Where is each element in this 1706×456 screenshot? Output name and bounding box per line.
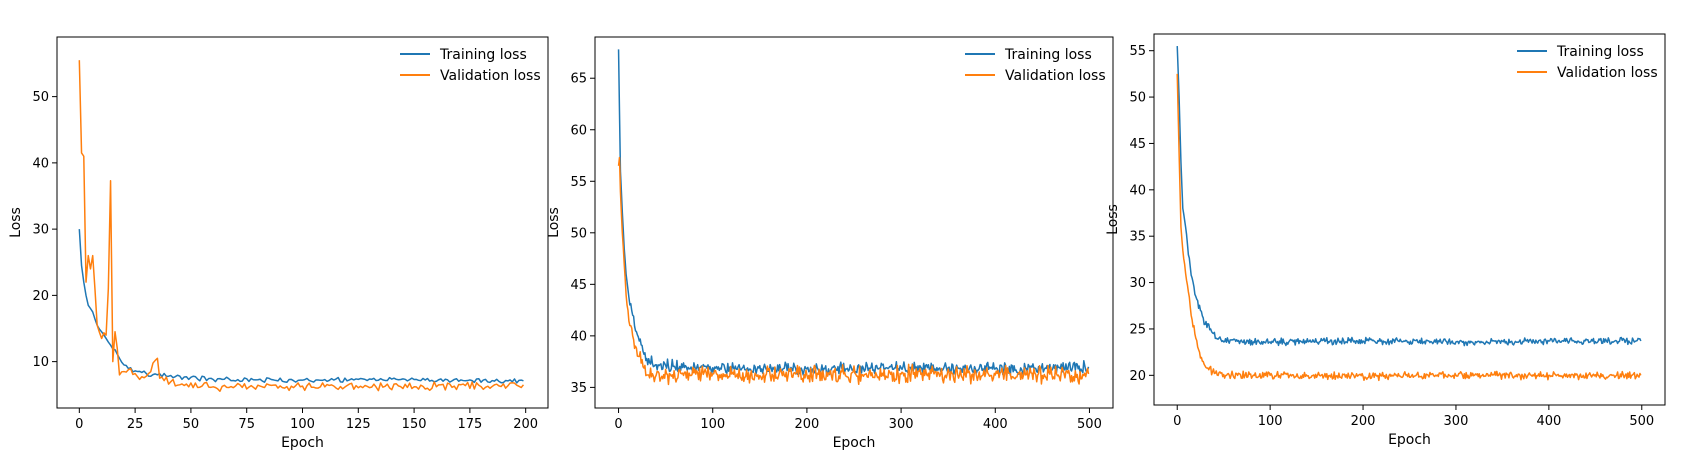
- x-axis-label: Epoch: [1388, 432, 1431, 448]
- y-tick-label: 20: [32, 289, 49, 304]
- series-line-validation: [1176, 73, 1642, 382]
- y-axis-label: Loss: [546, 207, 562, 238]
- x-tick-label: 75: [238, 417, 255, 432]
- y-tick-label: 30: [32, 223, 49, 238]
- legend-label-validation: Validation loss: [440, 68, 541, 84]
- y-tick-label: 20: [1129, 369, 1146, 384]
- y-tick-label: 45: [570, 278, 587, 293]
- legend: Training loss Validation loss: [400, 47, 541, 84]
- y-axis-label: Loss: [8, 207, 24, 238]
- y-tick-label: 25: [1129, 322, 1146, 337]
- chart-panel-3: 0 100 200 300 400 500 20 25 30 35 40 45 50 55 Epoch Los…: [1105, 33, 1666, 448]
- y-tick-label: 35: [570, 381, 587, 396]
- y-tick-label: 35: [1129, 230, 1146, 245]
- x-tick-label: 400: [983, 417, 1008, 432]
- legend-label-validation: Validation loss: [1005, 68, 1106, 84]
- legend-label-training: Training loss: [439, 47, 527, 63]
- x-tick-label: 400: [1536, 414, 1561, 429]
- x-tick-label: 200: [794, 417, 819, 432]
- x-tick-label: 0: [1173, 414, 1181, 429]
- x-tick-label: 125: [346, 417, 371, 432]
- x-tick-label: 100: [1258, 414, 1283, 429]
- chart-panel-1: 0 25 50 75 100 125 150 175 200 10 20 30 40 50 Epoch Los…: [8, 36, 549, 451]
- y-tick-label: 10: [32, 355, 49, 370]
- y-tick-label: 40: [570, 329, 587, 344]
- x-tick-label: 500: [1077, 417, 1102, 432]
- x-axis-label: Epoch: [281, 435, 324, 451]
- legend-label-validation: Validation loss: [1557, 65, 1658, 81]
- x-tick-label: 50: [183, 417, 200, 432]
- axes-frame: [1153, 33, 1666, 406]
- y-tick-label: 45: [1129, 137, 1146, 152]
- x-tick-label: 175: [457, 417, 482, 432]
- x-tick-label: 200: [513, 417, 538, 432]
- y-tick-label: 55: [570, 175, 587, 190]
- legend: Training loss Validation loss: [965, 47, 1106, 84]
- y-tick-label: 40: [1129, 183, 1146, 198]
- series-line-validation: [617, 156, 1090, 386]
- y-tick-label: 60: [570, 123, 587, 138]
- y-axis-label: Loss: [1105, 204, 1121, 235]
- series-line-training: [617, 49, 1090, 377]
- series-line-training: [78, 229, 524, 384]
- chart-panel-2: 0 100 200 300 400 500 35 40 45 50 55 60 65 Epoch Loss T…: [546, 36, 1114, 451]
- x-tick-label: 200: [1351, 414, 1376, 429]
- y-tick-label: 50: [1129, 91, 1146, 106]
- x-tick-label: 0: [614, 417, 622, 432]
- x-tick-label: 0: [75, 417, 83, 432]
- legend-label-training: Training loss: [1556, 44, 1644, 60]
- axes-frame: [594, 36, 1114, 409]
- x-tick-label: 150: [402, 417, 427, 432]
- x-tick-label: 100: [290, 417, 315, 432]
- x-tick-label: 100: [700, 417, 725, 432]
- y-tick-label: 30: [1129, 276, 1146, 291]
- y-tick-label: 50: [32, 90, 49, 105]
- x-tick-label: 300: [1444, 414, 1469, 429]
- series-line-validation: [78, 60, 525, 393]
- x-tick-label: 500: [1629, 414, 1654, 429]
- y-tick-label: 40: [32, 156, 49, 171]
- axes-frame: [56, 36, 549, 409]
- x-tick-label: 300: [889, 417, 914, 432]
- x-tick-label: 25: [127, 417, 144, 432]
- y-tick-label: 55: [1129, 44, 1146, 59]
- y-tick-label: 50: [570, 226, 587, 241]
- legend-label-training: Training loss: [1004, 47, 1092, 63]
- legend: Training loss Validation loss: [1517, 44, 1658, 81]
- y-tick-label: 65: [570, 72, 587, 87]
- series-line-training: [1176, 46, 1642, 347]
- x-axis-label: Epoch: [833, 435, 876, 451]
